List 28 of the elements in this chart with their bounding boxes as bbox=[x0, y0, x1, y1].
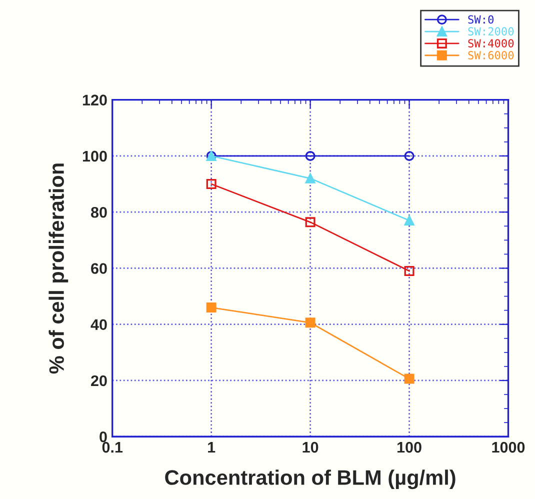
y-axis-title: % of cell proliferation bbox=[48, 164, 68, 374]
point bbox=[404, 150, 414, 161]
legend-label: SW:0 bbox=[468, 15, 494, 24]
point bbox=[206, 302, 216, 313]
x-tick-label: 10 bbox=[302, 442, 318, 453]
y-tick-label: 60 bbox=[91, 263, 107, 274]
point bbox=[305, 150, 316, 161]
x-axis-title: Concentration of BLM (µg/ml) bbox=[165, 470, 456, 490]
legend-label: SW:2000 bbox=[468, 27, 514, 36]
legend-label: SW:6000 bbox=[468, 51, 514, 60]
point bbox=[206, 179, 216, 190]
x-tick-label: 0.1 bbox=[102, 442, 123, 453]
y-tick-label: 20 bbox=[91, 375, 107, 386]
point bbox=[305, 318, 316, 328]
y-tick-label: 40 bbox=[90, 319, 107, 330]
point bbox=[305, 173, 316, 184]
point bbox=[305, 217, 316, 228]
y-tick-label: 0 bbox=[100, 431, 107, 442]
y-tick-label: 120 bbox=[82, 94, 107, 106]
y-tick-label: 80 bbox=[90, 206, 107, 218]
point bbox=[404, 266, 414, 276]
x-tick-label: 1000 bbox=[492, 442, 525, 453]
y-tick-label: 100 bbox=[82, 150, 107, 162]
x-tick-label: 100 bbox=[397, 442, 422, 453]
x-tick-label: 1 bbox=[208, 442, 216, 453]
point bbox=[404, 374, 414, 384]
legend-label: SW:4000 bbox=[468, 39, 514, 48]
point bbox=[404, 215, 414, 226]
